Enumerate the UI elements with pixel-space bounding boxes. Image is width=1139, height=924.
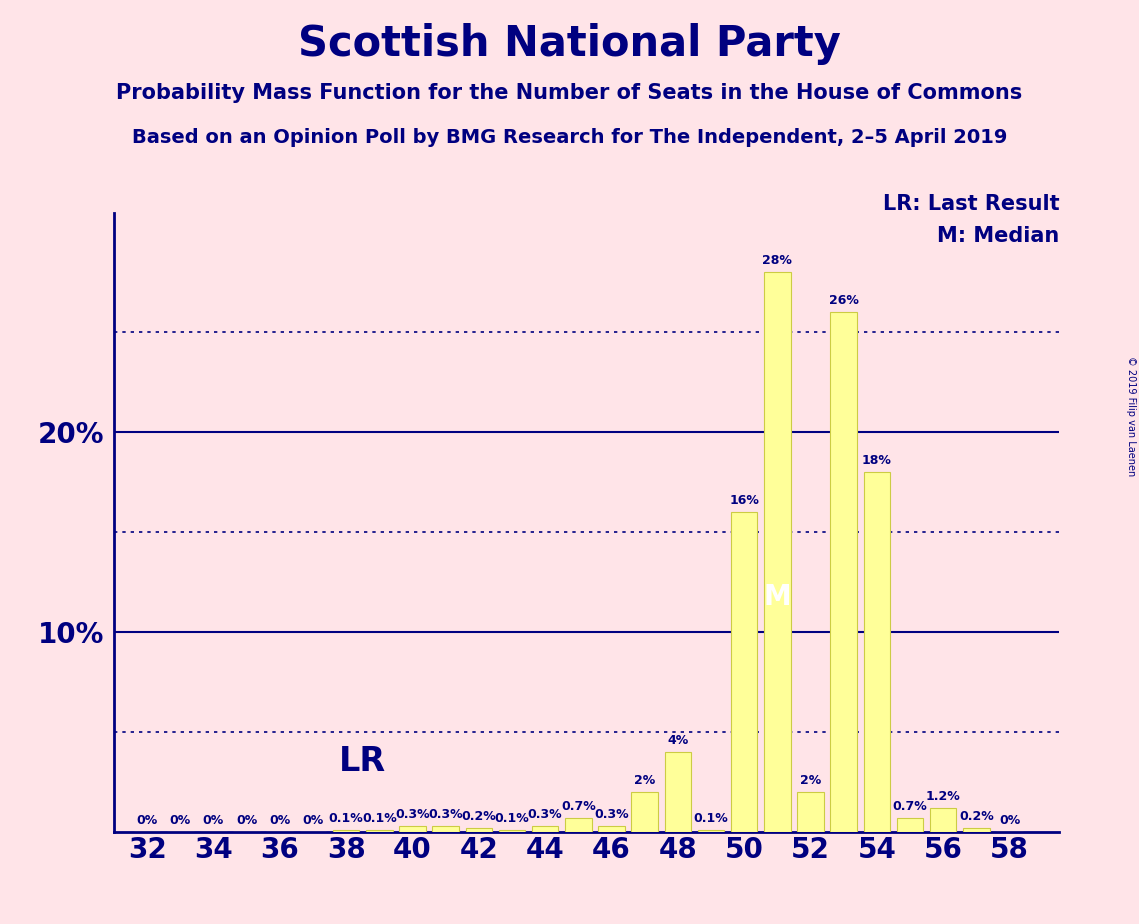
Text: 0.3%: 0.3% bbox=[395, 808, 429, 821]
Bar bbox=[399, 826, 426, 832]
Text: Scottish National Party: Scottish National Party bbox=[298, 23, 841, 65]
Text: 0%: 0% bbox=[236, 814, 257, 827]
Text: 0.1%: 0.1% bbox=[329, 811, 363, 824]
Bar bbox=[797, 792, 823, 832]
Text: 0%: 0% bbox=[269, 814, 290, 827]
Text: 2%: 2% bbox=[800, 773, 821, 786]
Bar bbox=[664, 752, 691, 832]
Bar bbox=[333, 830, 360, 832]
Bar bbox=[929, 808, 957, 832]
Text: Probability Mass Function for the Number of Seats in the House of Commons: Probability Mass Function for the Number… bbox=[116, 83, 1023, 103]
Text: 0%: 0% bbox=[170, 814, 191, 827]
Text: 0.3%: 0.3% bbox=[428, 808, 462, 821]
Text: 0.7%: 0.7% bbox=[560, 799, 596, 812]
Text: 0.3%: 0.3% bbox=[595, 808, 629, 821]
Text: 1.2%: 1.2% bbox=[926, 790, 960, 803]
Bar bbox=[433, 826, 459, 832]
Text: 0%: 0% bbox=[203, 814, 224, 827]
Text: M: M bbox=[763, 583, 792, 611]
Text: 0%: 0% bbox=[137, 814, 157, 827]
Bar bbox=[698, 830, 724, 832]
Bar bbox=[499, 830, 525, 832]
Bar bbox=[764, 273, 790, 832]
Text: 0.1%: 0.1% bbox=[362, 811, 396, 824]
Bar bbox=[366, 830, 393, 832]
Text: 18%: 18% bbox=[862, 454, 892, 468]
Text: 26%: 26% bbox=[829, 295, 859, 308]
Text: LR: LR bbox=[339, 745, 386, 778]
Text: 0.7%: 0.7% bbox=[893, 799, 927, 812]
Text: 0%: 0% bbox=[302, 814, 323, 827]
Bar bbox=[830, 312, 857, 832]
Text: 0.3%: 0.3% bbox=[527, 808, 563, 821]
Text: 0%: 0% bbox=[999, 814, 1021, 827]
Text: 0.1%: 0.1% bbox=[494, 811, 530, 824]
Text: 0.2%: 0.2% bbox=[461, 809, 497, 822]
Bar bbox=[896, 818, 924, 832]
Text: 16%: 16% bbox=[729, 494, 759, 507]
Text: 0.2%: 0.2% bbox=[959, 809, 993, 822]
Text: LR: Last Result: LR: Last Result bbox=[883, 194, 1059, 214]
Bar bbox=[598, 826, 624, 832]
Text: 0.1%: 0.1% bbox=[694, 811, 728, 824]
Bar bbox=[631, 792, 658, 832]
Text: 28%: 28% bbox=[762, 254, 793, 267]
Bar bbox=[565, 818, 591, 832]
Text: 2%: 2% bbox=[634, 773, 655, 786]
Text: Based on an Opinion Poll by BMG Research for The Independent, 2–5 April 2019: Based on an Opinion Poll by BMG Research… bbox=[132, 128, 1007, 147]
Text: © 2019 Filip van Laenen: © 2019 Filip van Laenen bbox=[1126, 356, 1136, 476]
Bar bbox=[731, 512, 757, 832]
Bar bbox=[964, 828, 990, 832]
Bar bbox=[532, 826, 558, 832]
Bar bbox=[863, 472, 890, 832]
Text: M: Median: M: Median bbox=[937, 226, 1059, 247]
Text: 4%: 4% bbox=[667, 734, 688, 747]
Bar bbox=[466, 828, 492, 832]
